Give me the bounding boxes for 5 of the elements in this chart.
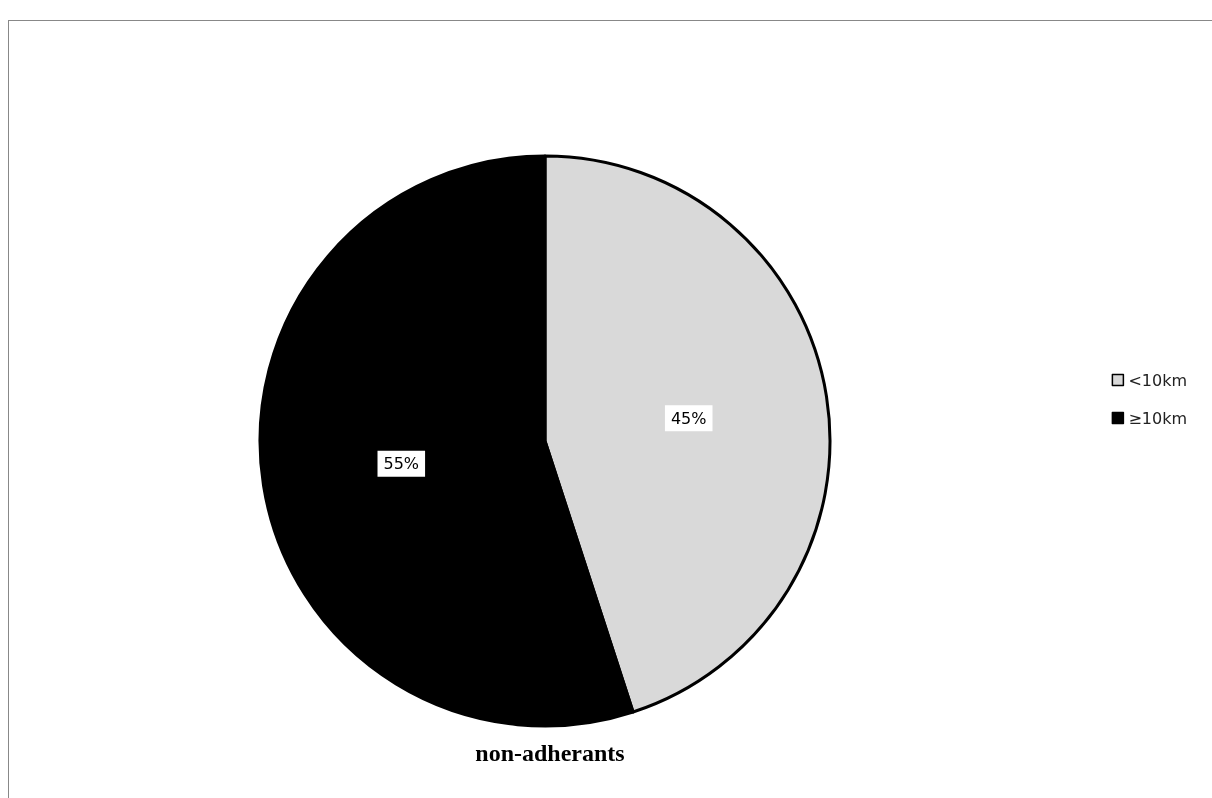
legend-label: ≥10km bbox=[1128, 408, 1188, 428]
text: non-adherants bbox=[475, 740, 625, 766]
data-label: 45% bbox=[670, 408, 707, 428]
legend-label: <10km bbox=[1128, 370, 1188, 390]
data-label: 55% bbox=[383, 454, 420, 474]
